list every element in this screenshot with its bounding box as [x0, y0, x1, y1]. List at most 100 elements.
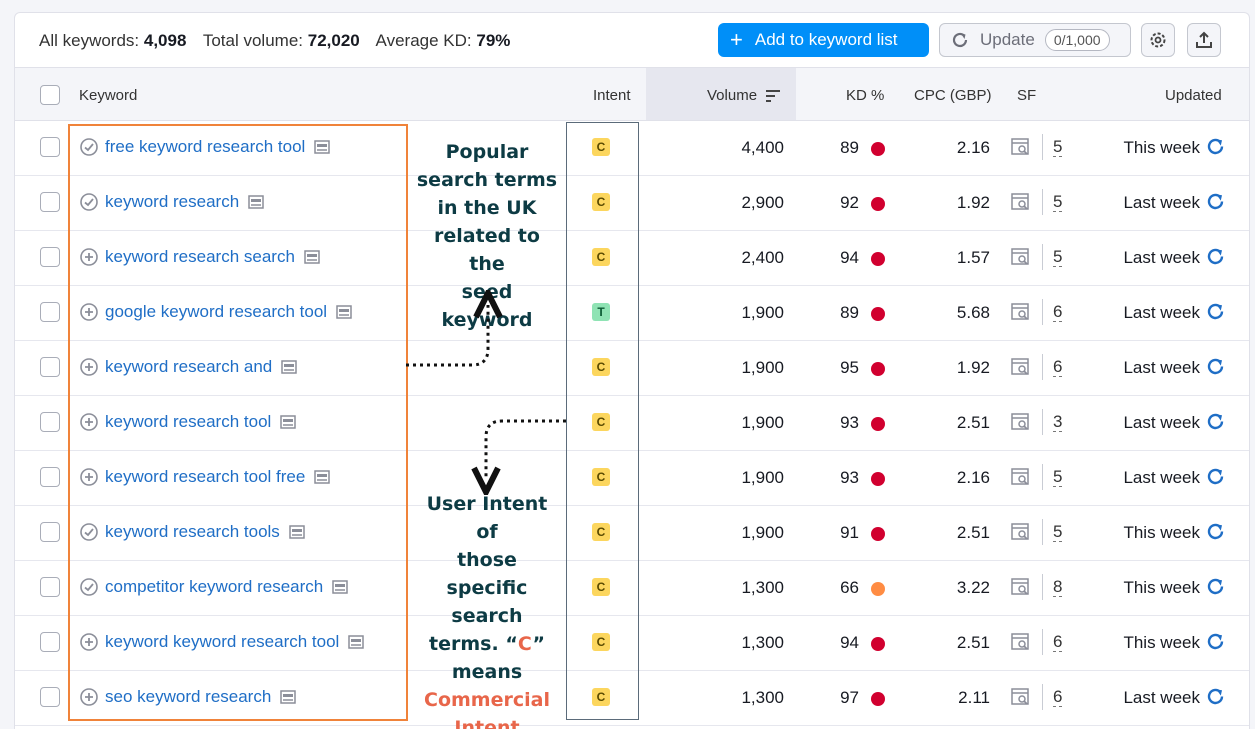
keyword-link[interactable]: keyword research search [105, 247, 295, 266]
keyword-link[interactable]: keyword research tool [105, 412, 272, 431]
sf-count[interactable]: 5 [1053, 192, 1063, 212]
serp-snapshot-icon[interactable] [289, 525, 305, 539]
intent-badge[interactable]: C [592, 413, 610, 431]
add-keyword-icon[interactable] [80, 688, 98, 706]
intent-badge[interactable]: T [592, 303, 610, 321]
added-check-icon[interactable] [80, 578, 98, 596]
refresh-icon[interactable] [1205, 521, 1226, 542]
refresh-icon[interactable] [1205, 301, 1226, 322]
refresh-icon[interactable] [1205, 686, 1226, 707]
serp-features-icon[interactable] [1011, 138, 1031, 156]
intent-badge[interactable]: C [592, 193, 610, 211]
sf-count[interactable]: 5 [1053, 467, 1063, 487]
refresh-icon[interactable] [1205, 576, 1226, 597]
added-check-icon[interactable] [80, 138, 98, 156]
keyword-link[interactable]: keyword research tool free [105, 467, 306, 486]
sf-count[interactable]: 6 [1053, 632, 1063, 652]
sf-count[interactable]: 5 [1053, 137, 1063, 157]
keyword-link[interactable]: free keyword research tool [105, 137, 306, 156]
refresh-icon[interactable] [1205, 136, 1226, 157]
serp-snapshot-icon[interactable] [348, 635, 365, 649]
serp-snapshot-icon[interactable] [314, 470, 331, 484]
sf-count[interactable]: 8 [1053, 577, 1063, 597]
refresh-icon[interactable] [1205, 246, 1226, 267]
serp-snapshot-icon[interactable] [304, 250, 320, 264]
serp-snapshot-icon[interactable] [281, 360, 298, 374]
keyword-link[interactable]: keyword keyword research tool [105, 632, 340, 651]
intent-badge[interactable]: C [592, 578, 610, 596]
added-check-icon[interactable] [80, 193, 98, 211]
sf-count[interactable]: 5 [1053, 522, 1063, 542]
export-button[interactable] [1187, 23, 1221, 57]
intent-badge[interactable]: C [592, 688, 610, 706]
refresh-icon[interactable] [1205, 356, 1226, 377]
keyword-link[interactable]: keyword research [105, 192, 240, 211]
add-keyword-icon[interactable] [80, 468, 98, 486]
serp-snapshot-icon[interactable] [280, 415, 297, 429]
added-check-icon[interactable] [80, 523, 98, 541]
keyword-link[interactable]: keyword research tools [105, 522, 280, 541]
row-checkbox[interactable] [40, 302, 60, 322]
row-checkbox[interactable] [40, 247, 60, 267]
serp-features-icon[interactable] [1011, 578, 1031, 596]
keyword-link[interactable]: seo keyword research [105, 687, 272, 706]
column-cpc[interactable]: CPC (GBP) [914, 87, 992, 104]
serp-snapshot-icon[interactable] [314, 140, 331, 154]
intent-badge[interactable]: C [592, 138, 610, 156]
row-checkbox[interactable] [40, 412, 60, 432]
row-checkbox[interactable] [40, 687, 60, 707]
serp-features-icon[interactable] [1011, 303, 1031, 321]
sf-count[interactable]: 3 [1053, 412, 1063, 432]
add-keyword-icon[interactable] [80, 303, 98, 321]
intent-badge[interactable]: C [592, 358, 610, 376]
column-updated[interactable]: Updated [1165, 87, 1222, 104]
intent-badge[interactable]: C [592, 523, 610, 541]
add-keyword-icon[interactable] [80, 633, 98, 651]
refresh-icon[interactable] [1205, 631, 1226, 652]
serp-snapshot-icon[interactable] [280, 690, 297, 704]
serp-features-icon[interactable] [1011, 688, 1031, 706]
settings-button[interactable] [1141, 23, 1175, 57]
keyword-link[interactable]: google keyword research tool [105, 302, 328, 321]
serp-features-icon[interactable] [1011, 468, 1031, 486]
refresh-icon[interactable] [1205, 191, 1226, 212]
row-checkbox[interactable] [40, 632, 60, 652]
intent-badge[interactable]: C [592, 633, 610, 651]
add-keyword-icon[interactable] [80, 248, 98, 266]
update-button[interactable]: Update 0/1,000 [939, 23, 1131, 57]
serp-features-icon[interactable] [1011, 413, 1031, 431]
row-checkbox[interactable] [40, 357, 60, 377]
intent-badge[interactable]: C [592, 248, 610, 266]
serp-features-icon[interactable] [1011, 193, 1031, 211]
row-checkbox[interactable] [40, 522, 60, 542]
sf-count[interactable]: 5 [1053, 247, 1063, 267]
add-keyword-icon[interactable] [80, 413, 98, 431]
column-kd[interactable]: KD % [846, 87, 885, 104]
serp-snapshot-icon[interactable] [332, 580, 349, 594]
serp-features-icon[interactable] [1011, 633, 1031, 651]
serp-features-icon[interactable] [1011, 358, 1031, 376]
serp-features-icon[interactable] [1011, 523, 1031, 541]
column-sf[interactable]: SF [1017, 87, 1037, 104]
intent-badge[interactable]: C [592, 468, 610, 486]
sf-count[interactable]: 6 [1053, 687, 1063, 707]
row-checkbox[interactable] [40, 137, 60, 157]
select-all-checkbox[interactable] [40, 85, 60, 105]
column-volume[interactable]: Volume [707, 87, 781, 104]
serp-snapshot-icon[interactable] [336, 305, 352, 319]
refresh-icon[interactable] [1205, 466, 1226, 487]
row-checkbox[interactable] [40, 467, 60, 487]
add-to-keyword-list-button[interactable]: + Add to keyword list [718, 23, 929, 57]
row-checkbox[interactable] [40, 577, 60, 597]
column-keyword[interactable]: Keyword [79, 87, 138, 104]
serp-snapshot-icon[interactable] [248, 195, 264, 209]
add-keyword-icon[interactable] [80, 358, 98, 376]
keyword-link[interactable]: competitor keyword research [105, 577, 324, 596]
sf-count[interactable]: 6 [1053, 357, 1063, 377]
serp-features-icon[interactable] [1011, 248, 1031, 266]
sf-count[interactable]: 6 [1053, 302, 1063, 322]
keyword-link[interactable]: keyword research and [105, 357, 273, 376]
column-intent[interactable]: Intent [593, 87, 631, 104]
refresh-icon[interactable] [1205, 411, 1226, 432]
row-checkbox[interactable] [40, 192, 60, 212]
